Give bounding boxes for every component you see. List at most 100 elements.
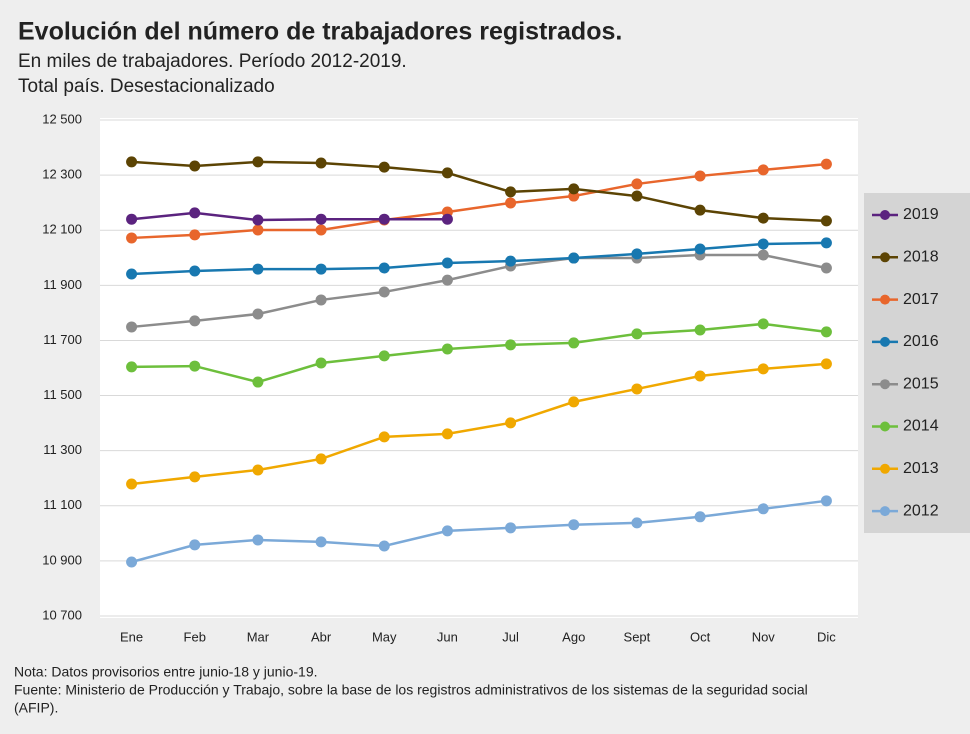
legend-label: 2015 — [903, 375, 939, 392]
data-point — [315, 213, 327, 225]
data-point — [378, 350, 390, 362]
data-point — [441, 525, 453, 537]
data-point — [568, 396, 580, 408]
data-point — [315, 536, 327, 548]
y-tick-label: 12 500 — [42, 111, 82, 126]
legend — [864, 193, 970, 533]
legend-marker — [880, 463, 890, 474]
x-tick-label: Feb — [184, 629, 206, 644]
data-point — [126, 268, 138, 280]
y-tick-label: 10 700 — [42, 607, 82, 622]
series-line — [131, 160, 827, 223]
data-point — [441, 257, 453, 269]
data-point — [631, 328, 643, 340]
data-point — [505, 417, 517, 429]
legend-marker — [880, 379, 890, 390]
x-tick-label: Dic — [817, 629, 836, 644]
legend-label: 2019 — [903, 206, 939, 223]
legend-label: 2017 — [903, 291, 939, 308]
data-point — [694, 204, 706, 216]
data-point — [505, 255, 517, 267]
data-point — [441, 428, 453, 440]
data-point — [631, 178, 643, 190]
data-point — [189, 265, 201, 277]
data-point — [315, 224, 327, 236]
y-tick-label: 10 900 — [42, 552, 82, 567]
data-point — [694, 511, 706, 523]
y-tick-label: 12 100 — [42, 222, 82, 237]
data-point — [378, 431, 390, 443]
x-tick-label: Nov — [752, 629, 776, 644]
note: Fuente: Ministerio de Producción y Traba… — [14, 682, 808, 698]
data-point — [126, 556, 138, 568]
data-point — [252, 376, 264, 388]
data-point — [568, 252, 580, 264]
x-tick-label: Oct — [690, 629, 711, 644]
data-point — [189, 539, 201, 551]
x-tick-label: Sept — [624, 629, 651, 644]
series-line — [131, 162, 827, 240]
data-point — [568, 519, 580, 531]
data-point — [315, 263, 327, 275]
y-tick-label: 11 900 — [43, 277, 82, 292]
series-line — [131, 322, 827, 384]
data-point — [252, 214, 264, 226]
x-tick-label: Jul — [502, 629, 519, 644]
x-tick-label: May — [372, 629, 397, 644]
data-point — [252, 156, 264, 168]
x-tick-label: Ene — [120, 629, 143, 644]
series-line — [131, 253, 827, 329]
data-point — [505, 339, 517, 351]
plot-area — [100, 118, 858, 618]
legend-marker — [880, 421, 890, 432]
data-point — [315, 294, 327, 306]
data-point — [820, 237, 832, 249]
legend-marker — [880, 506, 890, 517]
data-point — [505, 522, 517, 534]
data-point — [315, 357, 327, 369]
data-point — [252, 308, 264, 320]
legend-label: 2013 — [903, 460, 939, 477]
data-point — [505, 186, 517, 198]
subtitle: En miles de trabajadores. Período 2012-2… — [18, 51, 407, 72]
data-point — [820, 358, 832, 370]
x-tick-label: Abr — [311, 629, 332, 644]
data-point — [505, 197, 517, 209]
data-point — [757, 363, 769, 375]
legend-label: 2012 — [903, 502, 939, 519]
data-point — [568, 337, 580, 349]
note: (AFIP). — [14, 700, 58, 716]
y-tick-label: 11 100 — [43, 497, 82, 512]
data-point — [757, 212, 769, 224]
data-point — [252, 534, 264, 546]
series-line — [131, 241, 827, 276]
data-point — [189, 360, 201, 372]
data-point — [378, 540, 390, 552]
data-point — [757, 249, 769, 261]
data-point — [694, 324, 706, 336]
legend-marker — [880, 210, 890, 220]
data-point — [631, 190, 643, 202]
series-line — [131, 499, 827, 564]
data-point — [378, 161, 390, 173]
data-point — [820, 326, 832, 338]
data-point — [631, 383, 643, 395]
data-point — [441, 167, 453, 179]
note: Nota: Datos provisorios entre junio-18 y… — [14, 664, 318, 680]
data-point — [441, 274, 453, 286]
data-point — [378, 213, 390, 225]
data-point — [126, 478, 138, 490]
x-tick-label: Jun — [437, 629, 458, 644]
subtitle: Total país. Desestacionalizado — [18, 76, 275, 97]
data-point — [820, 215, 832, 227]
data-point — [568, 183, 580, 195]
data-point — [126, 156, 138, 168]
legend-label: 2016 — [903, 333, 939, 350]
data-point — [189, 207, 201, 219]
data-point — [378, 286, 390, 298]
data-point — [189, 229, 201, 241]
data-point — [820, 262, 832, 274]
data-point — [441, 213, 453, 225]
legend-label: 2014 — [903, 418, 939, 435]
